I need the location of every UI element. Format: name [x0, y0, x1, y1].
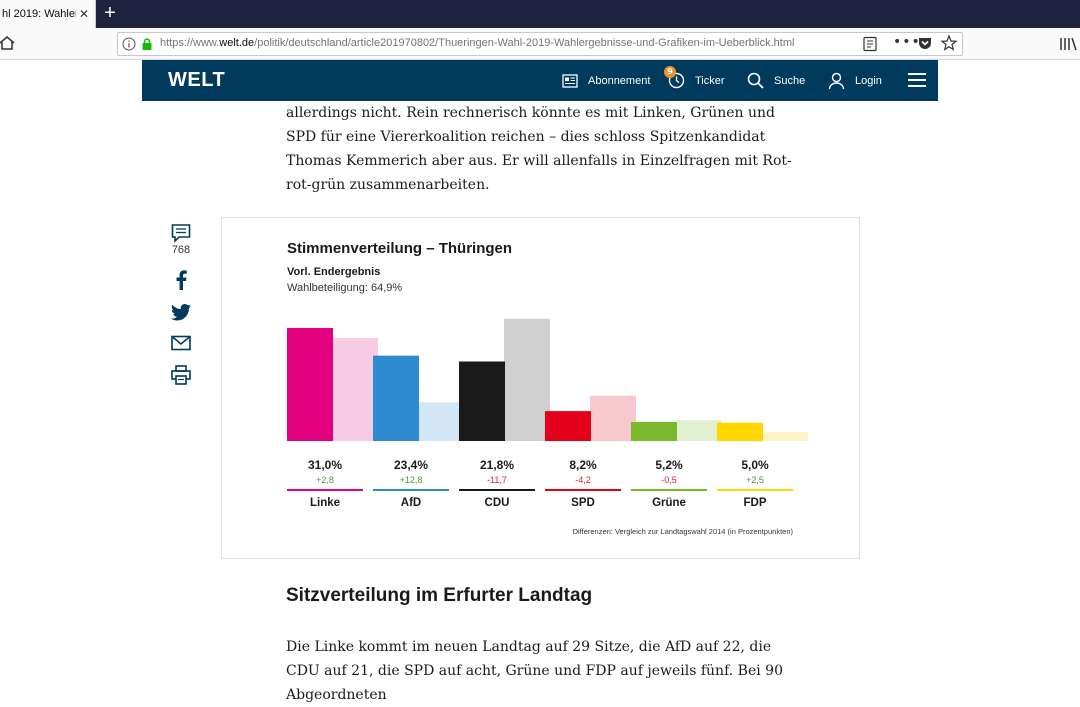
category-label: Grüne — [652, 497, 686, 509]
email-icon[interactable] — [171, 335, 191, 351]
diff-label: -4,2 — [575, 475, 591, 485]
bar-2014-cdu — [504, 318, 550, 441]
browser-tab[interactable]: hl 2019: Wahlerge ✕ — [0, 0, 96, 28]
diff-label: +12,8 — [400, 475, 423, 485]
section-heading: Sitzverteilung im Erfurter Landtag — [286, 585, 593, 606]
search-icon — [747, 72, 764, 89]
category-label: CDU — [485, 497, 510, 509]
value-label: 8,2% — [569, 458, 597, 472]
value-label: 5,2% — [655, 458, 683, 472]
login-label: Login — [855, 74, 882, 87]
new-tab-button[interactable]: + — [104, 2, 116, 24]
ticker-label: Ticker — [695, 74, 725, 87]
bar-2014-spd — [590, 395, 636, 441]
search-link[interactable]: Suche — [747, 60, 805, 101]
home-icon[interactable] — [0, 34, 16, 52]
chart-plot: 31,0% +2,8 Linke 23,4% +12,8 AfD 21,8% -11,7 CDU… — [287, 318, 808, 509]
category-label: SPD — [571, 497, 595, 509]
bar-2014-linke — [332, 338, 378, 441]
abonnement-link[interactable]: Abonnement — [562, 60, 650, 101]
browser-tabstrip: hl 2019: Wahlerge ✕ + — [0, 0, 1080, 28]
article-paragraph-2: Die Linke kommt im neuen Landtag auf 29 … — [286, 639, 783, 703]
site-header: WELT Abonnement Ticker 9 Suche Login — [142, 60, 938, 101]
page-actions-button[interactable]: ••• — [893, 34, 921, 50]
bar-2019-cdu — [459, 361, 505, 441]
bar-2019-spd — [545, 411, 591, 441]
comment-icon[interactable] — [171, 223, 191, 243]
lock-icon — [142, 38, 152, 50]
value-label: 21,8% — [480, 458, 514, 472]
newspaper-icon — [562, 73, 578, 88]
ticker-link[interactable]: Ticker — [668, 60, 725, 101]
search-label: Suche — [774, 74, 806, 87]
pocket-icon[interactable] — [917, 35, 933, 51]
close-icon[interactable]: ✕ — [78, 7, 90, 21]
twitter-icon[interactable] — [171, 304, 191, 321]
browser-navbar: https://www.welt.de/politik/deutschland/… — [0, 28, 1080, 60]
value-label: 23,4% — [394, 458, 428, 472]
url-text[interactable]: https://www.welt.de/politik/deutschland/… — [160, 37, 794, 49]
url-path: /politik/deutschland/article201970802/Th… — [254, 37, 795, 49]
value-label: 31,0% — [308, 458, 342, 472]
diff-label: -11,7 — [487, 475, 507, 485]
value-label: 5,0% — [741, 458, 769, 472]
party-underline — [717, 489, 793, 491]
reader-view-icon[interactable] — [862, 36, 878, 52]
bar-2019-grüne — [631, 422, 677, 441]
user-icon — [828, 72, 845, 89]
comment-count: 768 — [171, 244, 191, 256]
diff-label: +2,5 — [746, 475, 764, 485]
print-icon[interactable] — [171, 365, 191, 385]
diff-label: -0,5 — [661, 475, 677, 485]
bar-2014-grüne — [676, 420, 722, 441]
category-label: Linke — [310, 497, 340, 509]
facebook-icon[interactable] — [175, 270, 187, 290]
url-prefix: https://www. — [160, 37, 220, 49]
chart-subtitle: Vorl. Endergebnis — [287, 266, 381, 278]
bookmark-star-icon[interactable] — [940, 34, 958, 52]
party-underline — [545, 489, 621, 491]
party-underline — [459, 489, 535, 491]
login-link[interactable]: Login — [828, 60, 882, 101]
chart-turnout: Wahlbeteiligung: 64,9% — [287, 282, 403, 294]
category-label: FDP — [744, 497, 767, 509]
url-bar[interactable]: https://www.welt.de/politik/deutschland/… — [117, 32, 963, 56]
party-underline — [287, 489, 363, 491]
bar-2019-afd — [373, 355, 419, 441]
article-paragraph: allerdings nicht. Rein rechnerisch könnt… — [286, 105, 792, 193]
social-sidebar: 768 — [169, 223, 193, 385]
tab-title: hl 2019: Wahlerge — [2, 8, 76, 20]
menu-icon[interactable] — [908, 72, 926, 88]
url-host: welt.de — [219, 37, 255, 49]
info-icon[interactable] — [122, 37, 136, 51]
ticker-badge: 9 — [664, 66, 676, 78]
vote-chart: Stimmenverteilung – Thüringen Vorl. Ende… — [221, 217, 860, 559]
diff-label: +2,8 — [316, 475, 334, 485]
welt-logo[interactable]: WELT — [168, 69, 226, 91]
chart-title: Stimmenverteilung – Thüringen — [287, 240, 513, 257]
party-underline — [631, 489, 707, 491]
bar-2019-linke — [287, 327, 333, 441]
bar-2014-afd — [418, 402, 464, 441]
article: allerdings nicht. Rein rechnerisch könnt… — [142, 101, 938, 703]
abonnement-label: Abonnement — [588, 74, 651, 87]
library-icon[interactable] — [1058, 36, 1078, 52]
bar-2014-fdp — [762, 431, 808, 441]
chart-footnote: Differenzen: Vergleich zur Landtagswahl … — [572, 527, 793, 536]
clock-icon — [668, 72, 685, 89]
bar-2019-fdp — [717, 422, 763, 441]
category-label: AfD — [401, 497, 421, 509]
party-underline — [373, 489, 449, 491]
